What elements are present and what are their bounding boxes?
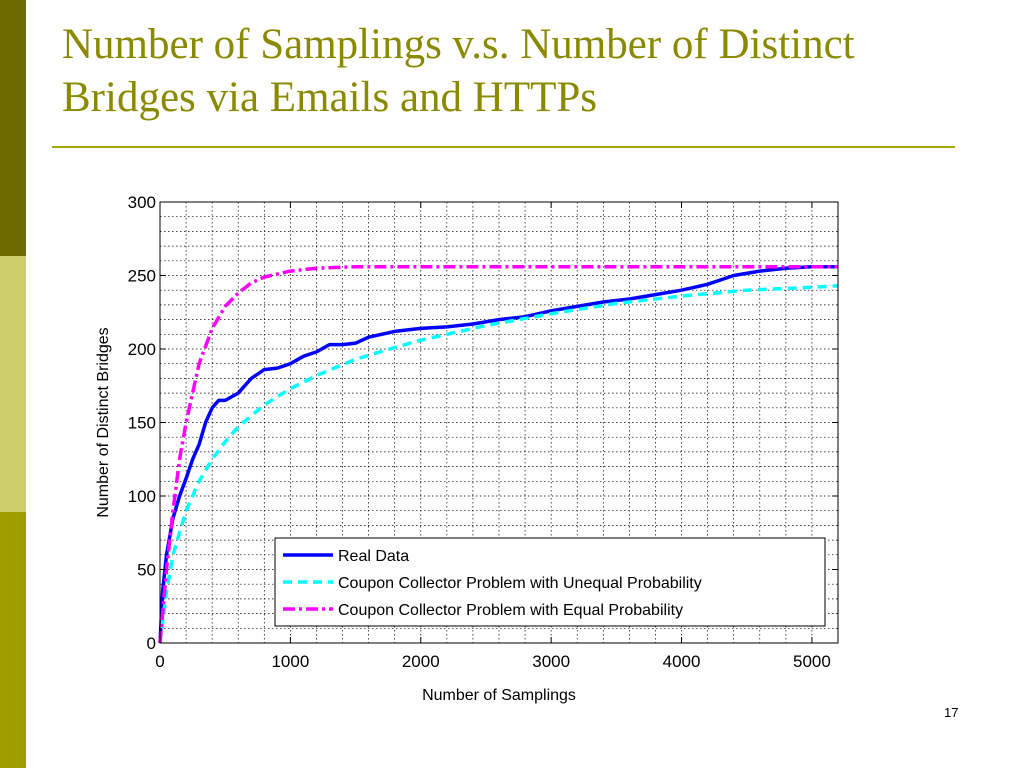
x-tick-label: 2000 (402, 652, 440, 671)
chart-series-group (158, 264, 839, 644)
legend-box (274, 537, 826, 627)
x-tick-label: 4000 (663, 652, 701, 671)
x-axis-label: Number of Samplings (422, 687, 576, 704)
sidebar-block-top (0, 0, 26, 256)
x-tick-label: 5000 (793, 652, 831, 671)
legend-label-2: Coupon Collector Problem with Equal Prob… (338, 602, 683, 619)
x-tick-label: 0 (155, 652, 164, 671)
x-tick-labels: 0 1000 2000 3000 4000 5000 (155, 652, 831, 671)
chart-legend: Real Data Coupon Collector Problem with U… (274, 537, 826, 627)
sidebar-decoration (0, 0, 26, 768)
series-line-2 (158, 264, 838, 644)
y-tick-label: 100 (128, 487, 156, 506)
legend-label-1: Coupon Collector Problem with Unequal Pr… (338, 575, 702, 592)
x-tick-label: 1000 (271, 652, 309, 671)
legend-label-0: Real Data (338, 548, 409, 565)
y-tick-label: 0 (147, 634, 156, 653)
x-tick-label: 3000 (532, 652, 570, 671)
y-tick-label: 300 (128, 193, 156, 212)
y-tick-label: 150 (128, 414, 156, 433)
y-tick-label: 200 (128, 340, 156, 359)
sidebar-block-middle (0, 256, 26, 512)
y-axis-label: Number of Distinct Bridges (95, 327, 112, 517)
sidebar-block-bottom (0, 512, 26, 768)
y-tick-labels: 0 50 100 150 200 250 300 (128, 193, 156, 653)
title-underline (52, 146, 955, 148)
slide-title: Number of Samplings v.s. Number of Disti… (62, 21, 855, 121)
chart-ticks (159, 201, 838, 644)
line-chart: 0 1000 2000 3000 4000 5000 0 50 100 150 200 250 300… (88, 185, 848, 705)
y-tick-label: 250 (128, 267, 156, 286)
y-tick-label: 50 (137, 561, 156, 580)
page-number: 17 (944, 705, 959, 720)
series-line-0 (158, 264, 838, 644)
series-line-1 (158, 284, 839, 644)
